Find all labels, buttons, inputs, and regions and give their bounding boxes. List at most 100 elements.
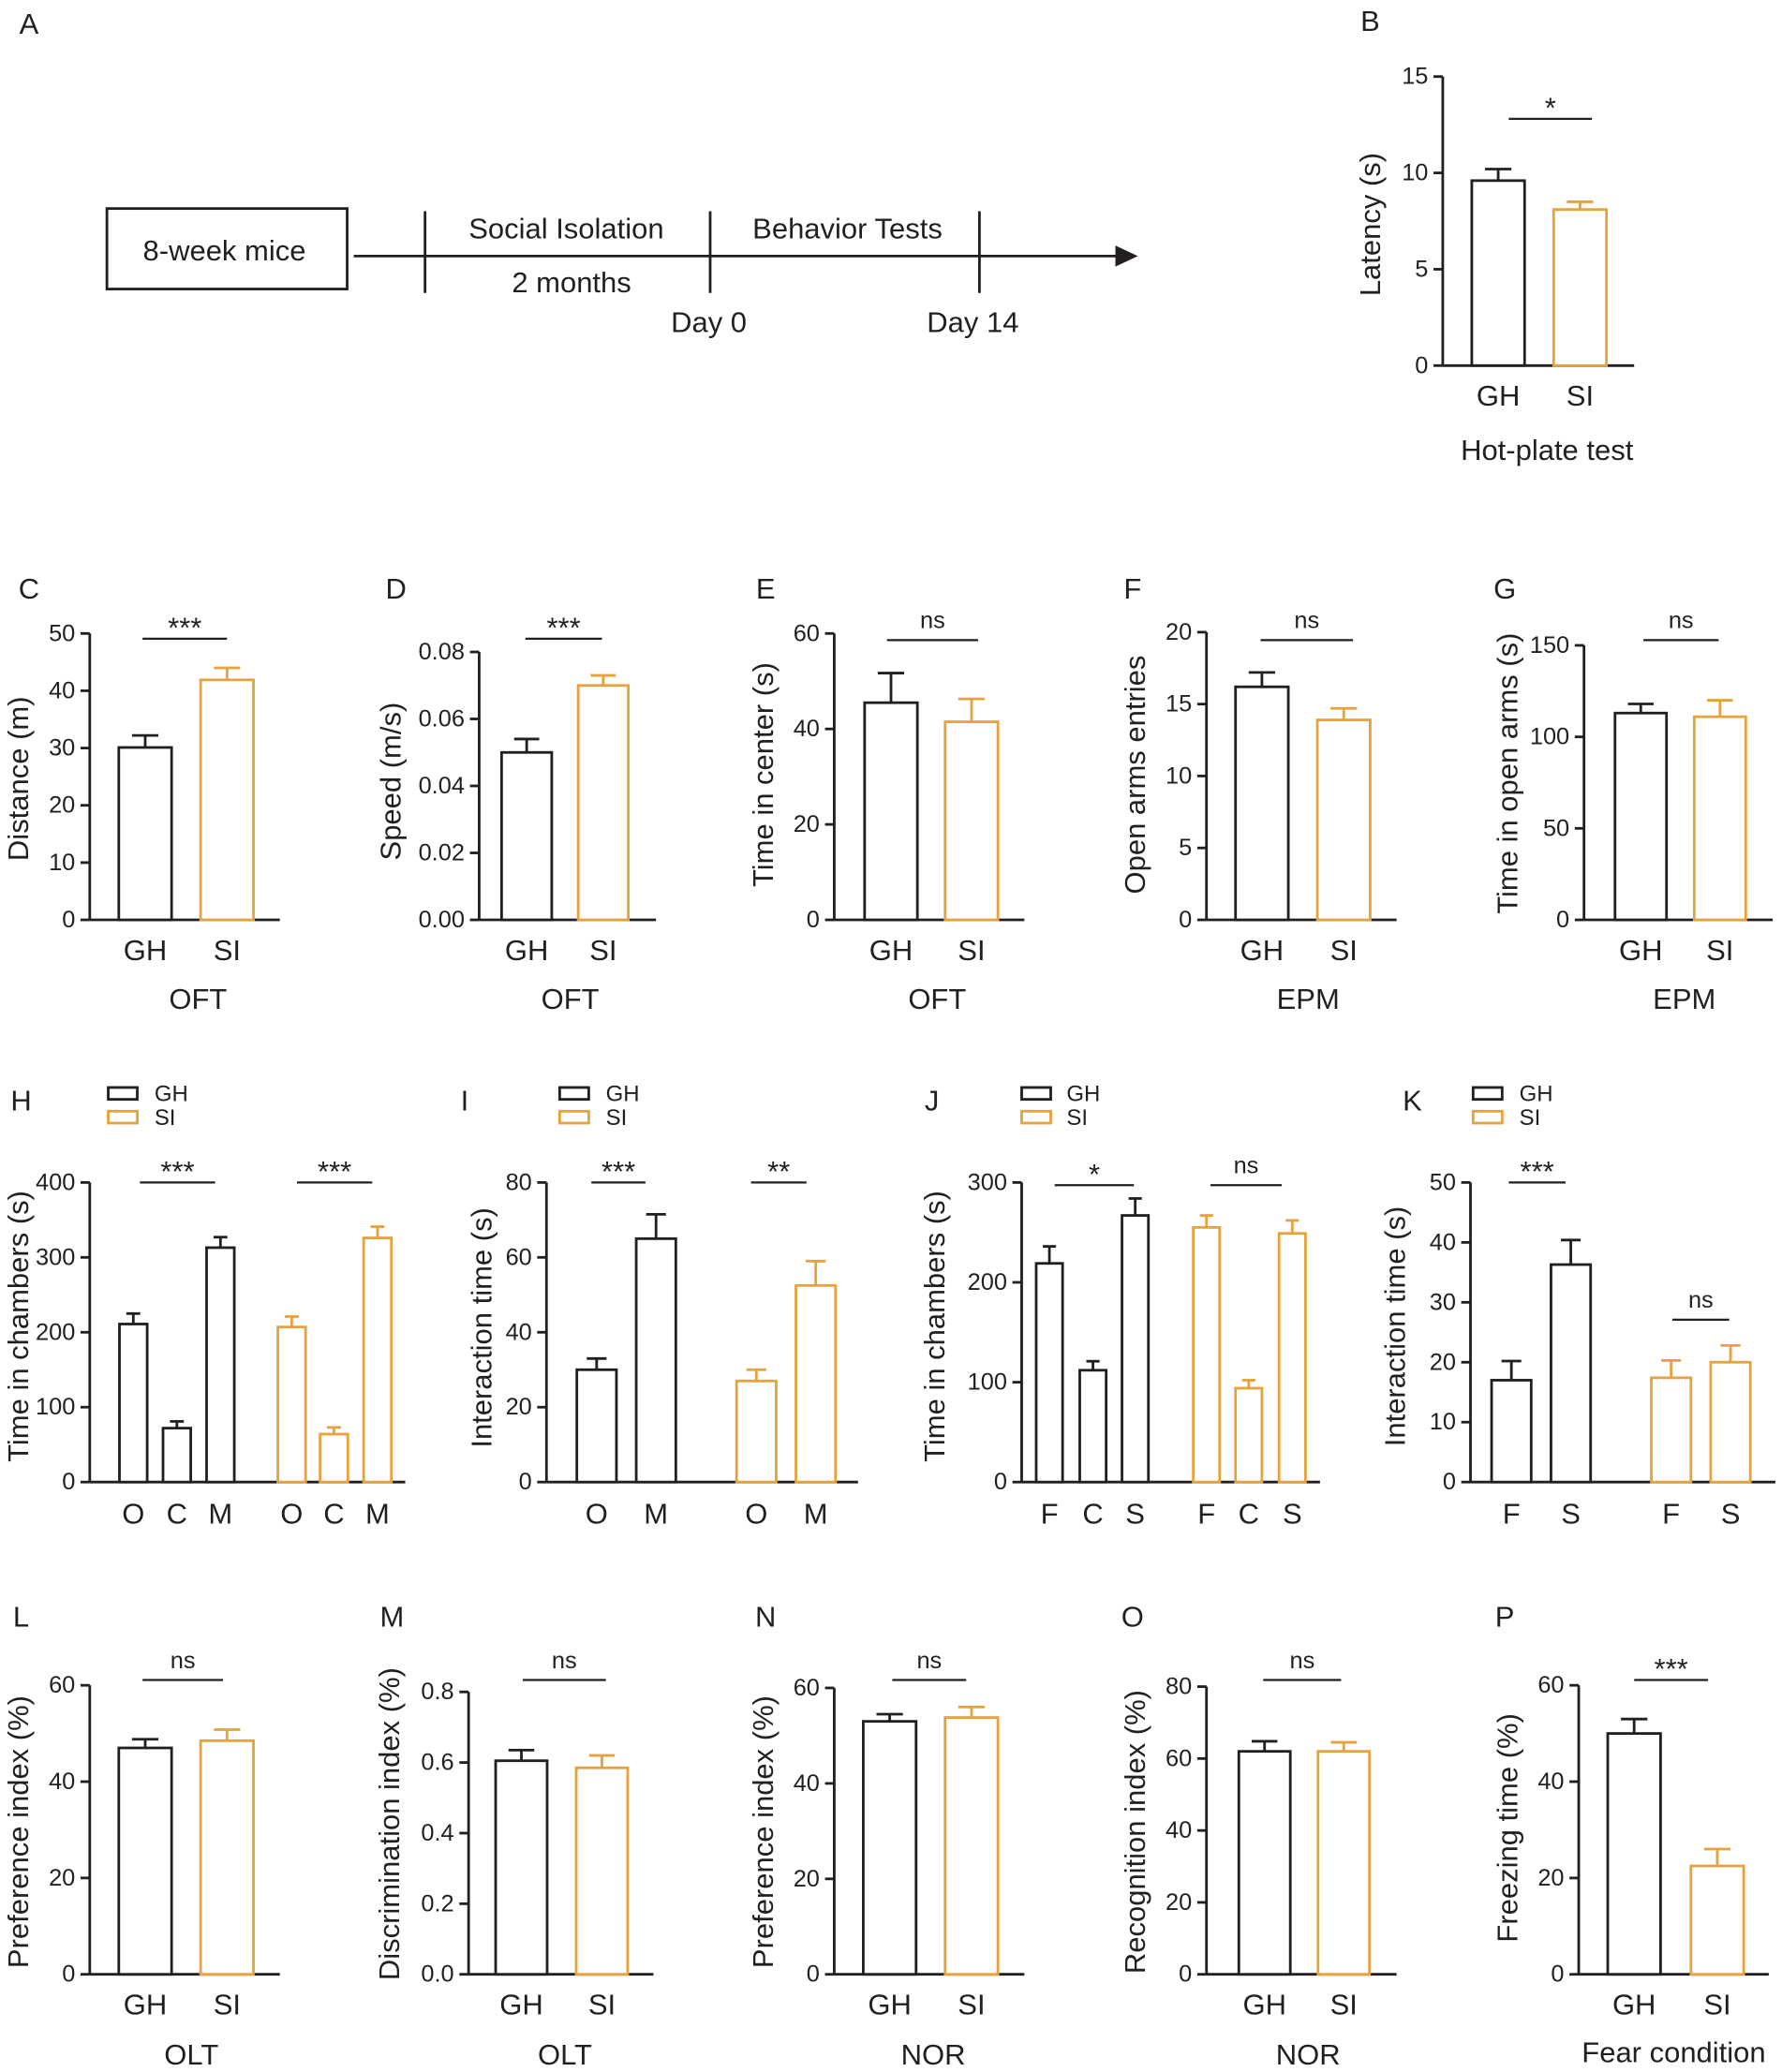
x-tick-label-h-gh-o: O	[122, 1498, 144, 1531]
y-tick-label-o-1: 20	[1166, 1889, 1192, 1916]
panel-label-k: K	[1403, 1085, 1422, 1117]
x-tick-label-i-gh-o: O	[586, 1498, 608, 1531]
y-axis-title-j: Time in chambers (s)	[918, 1191, 951, 1462]
y-tick-label-b-0: 0	[1415, 352, 1428, 378]
y-tick-label-k-5: 50	[1430, 1169, 1456, 1195]
y-tick-label-b-3: 15	[1402, 64, 1428, 90]
significance-label-k-1: ns	[1688, 1287, 1714, 1313]
x-axis-title-b: Hot-plate test	[1461, 434, 1634, 466]
y-tick-label-p-3: 60	[1537, 1672, 1564, 1698]
x-tick-label-h-si-o: O	[280, 1498, 303, 1531]
y-tick-label-m-2: 0.4	[421, 1820, 453, 1846]
bar-d-gh	[499, 750, 554, 922]
significance-label-h-0: ***	[160, 1155, 194, 1188]
bar-e-si	[943, 720, 1000, 922]
panel-label-d: D	[385, 572, 406, 605]
significance-label-h-1: ***	[318, 1155, 351, 1188]
y-tick-label-i-2: 40	[506, 1319, 532, 1345]
significance-label-e-0: ns	[920, 608, 945, 634]
start-label: 8-week mice	[143, 234, 306, 267]
y-tick-label-l-1: 20	[49, 1865, 75, 1891]
x-axis-title-f: EPM	[1277, 983, 1340, 1015]
y-tick-label-d-4: 0.08	[419, 639, 465, 665]
panel-label-a: A	[20, 7, 39, 40]
panel-label-n: N	[755, 1600, 776, 1633]
bar-h-gh-m	[205, 1246, 236, 1484]
y-tick-label-o-0: 0	[1179, 1961, 1192, 1988]
bar-l-si	[199, 1739, 255, 1976]
legend-swatch-i-gh	[557, 1086, 590, 1102]
y-tick-label-n-0: 0	[807, 1961, 820, 1988]
bar-b-si	[1552, 208, 1609, 367]
y-tick-label-h-4: 400	[36, 1169, 75, 1195]
y-tick-label-d-2: 0.04	[419, 773, 465, 799]
y-tick-label-h-2: 200	[36, 1319, 75, 1345]
y-tick-label-g-3: 150	[1530, 632, 1569, 659]
panel-label-e: E	[756, 572, 776, 605]
significance-label-j-1: ns	[1234, 1153, 1259, 1179]
y-tick-label-j-0: 0	[994, 1469, 1007, 1495]
y-axis-title-d: Speed (m/s)	[375, 703, 408, 861]
y-tick-label-h-0: 0	[62, 1469, 75, 1495]
x-tick-label-m-si: SI	[588, 1989, 616, 2021]
y-tick-label-p-1: 20	[1537, 1865, 1564, 1891]
y-tick-label-i-1: 20	[506, 1394, 532, 1420]
phase2-label: Behavior Tests	[752, 212, 943, 244]
significance-label-i-1: **	[767, 1155, 790, 1188]
x-tick-label-l-gh: GH	[124, 1989, 167, 2021]
bar-l-gh	[117, 1746, 173, 1976]
panel-m: M 0.0 0.2 0.4 0.6 0.8 Discrimination index (%)…	[373, 1600, 654, 2071]
x-tick-label-j-gh-s: S	[1125, 1498, 1145, 1531]
legend-swatch-k-si	[1471, 1109, 1504, 1125]
significance-label-n-0: ns	[916, 1648, 942, 1674]
bar-c-gh	[117, 746, 173, 922]
significance-label-g-0: ns	[1669, 608, 1694, 634]
significance-label-c-0: ***	[168, 612, 201, 644]
y-tick-label-m-3: 0.6	[421, 1750, 453, 1776]
x-tick-label-h-si-c: C	[323, 1498, 344, 1531]
bar-i-si-o	[735, 1379, 778, 1484]
y-tick-label-h-1: 100	[36, 1394, 75, 1420]
y-tick-label-n-2: 40	[794, 1770, 820, 1797]
panel-label-p: P	[1495, 1600, 1515, 1633]
y-axis-title-i: Interaction time (s)	[466, 1207, 498, 1448]
panel-b: B 0 5 10 15 Latency (s) Hot-plate test GH SI *	[1354, 5, 1635, 466]
bar-d-si	[576, 684, 631, 922]
x-tick-label-h-si-m: M	[365, 1498, 390, 1531]
y-tick-label-l-3: 60	[49, 1672, 75, 1698]
significance-label-o-0: ns	[1289, 1648, 1314, 1674]
significance-label-l-0: ns	[171, 1648, 196, 1674]
x-tick-label-p-si: SI	[1703, 1989, 1730, 2021]
y-tick-label-j-2: 200	[968, 1269, 1007, 1295]
y-tick-label-i-4: 80	[506, 1169, 532, 1195]
legend-swatch-k-gh	[1471, 1086, 1504, 1102]
x-axis-title-g: EPM	[1653, 983, 1715, 1015]
start-box	[105, 207, 349, 290]
bar-i-gh-o	[575, 1368, 618, 1484]
panel-label-f: F	[1123, 572, 1141, 605]
legend-swatch-j-si	[1020, 1109, 1052, 1125]
significance-label-d-0: ***	[547, 612, 581, 644]
y-tick-label-f-0: 0	[1179, 907, 1192, 933]
x-tick-label-g-gh: GH	[1619, 934, 1662, 967]
y-tick-label-e-3: 60	[794, 620, 820, 646]
y-axis-title-c: Distance (m)	[2, 696, 35, 861]
panel-label-c: C	[19, 572, 39, 605]
bar-k-gh-s	[1550, 1263, 1593, 1484]
legend-swatch-j-gh	[1020, 1086, 1052, 1102]
x-axis-title-e: OFT	[908, 983, 966, 1015]
x-tick-label-h-gh-c: C	[167, 1498, 187, 1531]
bar-h-si-c	[319, 1432, 349, 1484]
y-tick-label-c-4: 40	[49, 677, 75, 703]
legend-label-j-gh: GH	[1066, 1081, 1100, 1106]
y-tick-label-f-1: 5	[1179, 835, 1192, 861]
x-tick-label-e-gh: GH	[869, 934, 913, 967]
x-tick-label-f-si: SI	[1330, 934, 1358, 967]
x-axis-title-p: Fear condition	[1582, 2035, 1765, 2068]
panel-label-i: I	[461, 1085, 469, 1117]
panel-e: E 0 20 40 60 Time in center (s) OFT GH SI ns	[747, 572, 1025, 1015]
y-tick-label-e-2: 40	[794, 716, 820, 742]
